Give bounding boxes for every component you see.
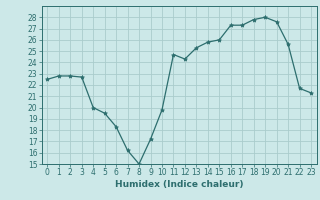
X-axis label: Humidex (Indice chaleur): Humidex (Indice chaleur) bbox=[115, 180, 244, 189]
